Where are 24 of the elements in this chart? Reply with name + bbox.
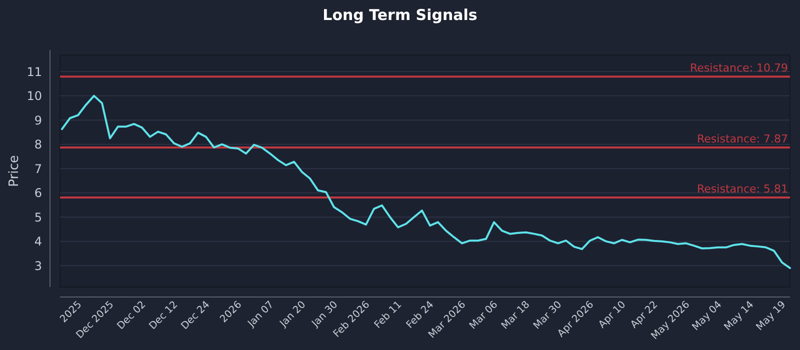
ref-line-label: Resistance: 5.81 bbox=[697, 182, 788, 196]
x-tick-label: Dec 24 bbox=[179, 299, 212, 332]
y-tick-label: 4 bbox=[34, 234, 42, 249]
x-tick-label: Mar 06 bbox=[468, 299, 500, 332]
y-tick-label: 5 bbox=[34, 210, 42, 224]
x-tick-label: Dec 12 bbox=[147, 299, 180, 332]
x-tick-label: Feb 11 bbox=[372, 299, 404, 331]
y-axis-title: Price bbox=[7, 155, 22, 187]
chart-title: Long Term Signals bbox=[322, 6, 478, 24]
y-tick-label: 9 bbox=[34, 113, 42, 128]
y-tick-label: 8 bbox=[34, 138, 42, 152]
x-tick-label: Dec 02 bbox=[115, 299, 148, 332]
x-tick-label: Apr 10 bbox=[596, 299, 628, 331]
y-tick-label: 10 bbox=[26, 89, 42, 104]
line-series bbox=[61, 94, 791, 270]
y-tick-label: 6 bbox=[34, 186, 42, 200]
x-tick-label: Mar 18 bbox=[500, 299, 532, 332]
ref-line-label: Resistance: 10.79 bbox=[690, 62, 788, 75]
x-tick-label: Jan 20 bbox=[277, 299, 308, 330]
x-tick-label: Jan 07 bbox=[245, 299, 276, 330]
y-tick-label: 3 bbox=[34, 258, 42, 273]
y-tick-label: 7 bbox=[34, 162, 42, 176]
ref-line-label: Resistance: 7.87 bbox=[697, 132, 788, 146]
y-tick-label: 11 bbox=[26, 64, 42, 79]
